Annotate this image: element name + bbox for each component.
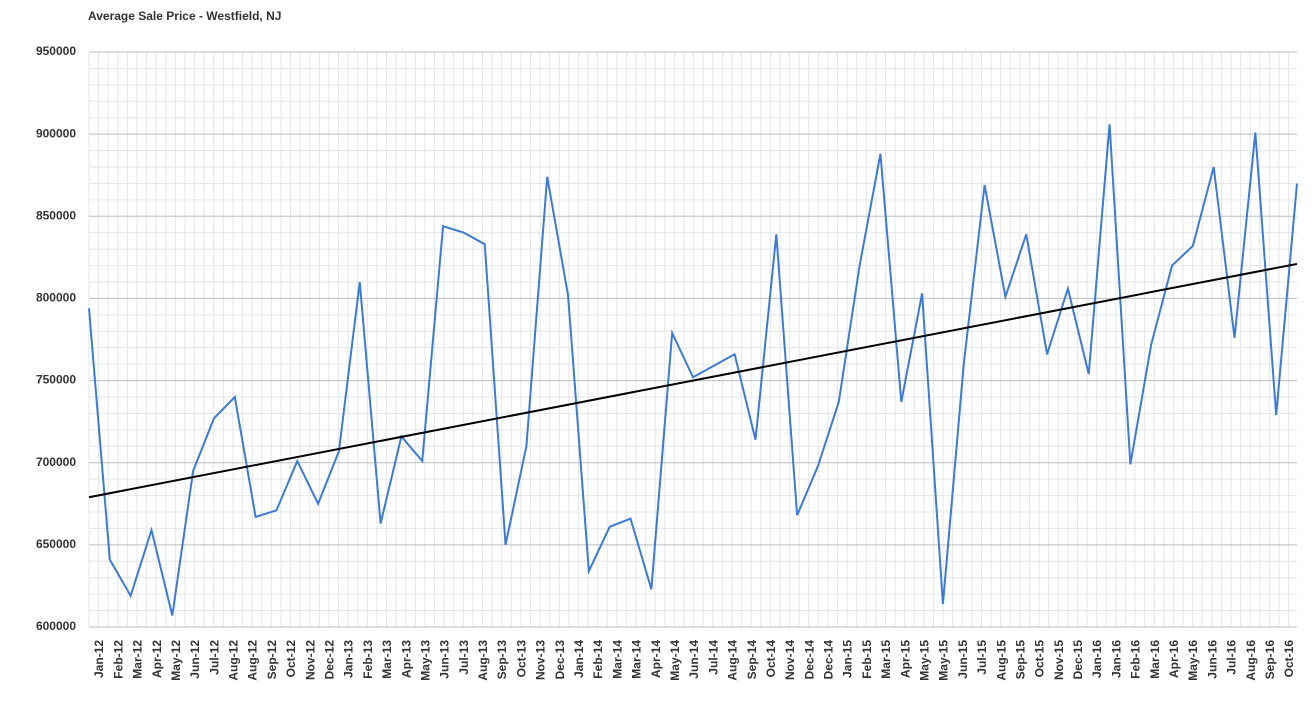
x-tick-label: Jun-15 <box>956 640 970 679</box>
x-tick-label: Jun-16 <box>1205 640 1219 679</box>
x-tick-label: Oct-15 <box>1033 640 1047 678</box>
x-tick-label: Apr-13 <box>399 640 413 678</box>
y-tick-label: 750000 <box>36 373 76 387</box>
x-tick-label: Dec-14 <box>802 640 816 680</box>
x-tick-label: Feb-13 <box>361 640 375 679</box>
x-tick-label: Mar-13 <box>380 640 394 679</box>
x-tick-label: Mar-15 <box>879 640 893 679</box>
y-tick-label: 650000 <box>36 537 76 551</box>
x-tick-label: Feb-12 <box>111 640 125 679</box>
x-tick-label: Dec-12 <box>322 640 336 680</box>
x-tick-label: Feb-15 <box>860 640 874 679</box>
x-tick-label: Jan-16 <box>1109 640 1123 678</box>
y-tick-label: 700000 <box>36 455 76 469</box>
x-tick-label: Jul-16 <box>1225 640 1239 675</box>
x-tick-label: Nov-14 <box>783 640 797 680</box>
x-tick-label: May-16 <box>1186 640 1200 681</box>
x-tick-label: Jul-12 <box>207 640 221 675</box>
x-tick-label: Sep-15 <box>1013 640 1027 680</box>
y-tick-label: 950000 <box>36 44 76 58</box>
x-tick-label: Jul-13 <box>457 640 471 675</box>
x-tick-label: Jul-14 <box>706 640 720 675</box>
x-tick-label: Jun-14 <box>687 640 701 679</box>
x-tick-label: May-15 <box>917 640 931 681</box>
x-tick-label: Jun-12 <box>188 640 202 679</box>
x-tick-label: May-14 <box>668 640 682 681</box>
x-tick-label: Aug-12 <box>246 640 260 681</box>
x-tick-label: Jul-15 <box>975 640 989 675</box>
x-tick-label: Jan-14 <box>572 640 586 678</box>
x-tick-label: May-13 <box>418 640 432 681</box>
x-tick-label: Apr-15 <box>898 640 912 678</box>
y-tick-label: 600000 <box>36 619 76 633</box>
trend-line <box>88 262 1298 499</box>
x-tick-label: Mar-14 <box>630 640 644 679</box>
x-tick-label: Aug-15 <box>994 640 1008 681</box>
y-tick-label: 900000 <box>36 126 76 140</box>
x-tick-label: Dec-13 <box>553 640 567 680</box>
x-tick-label: Dec-15 <box>1071 640 1085 680</box>
x-tick-label: Oct-13 <box>514 640 528 678</box>
x-tick-label: Mar-16 <box>1148 640 1162 679</box>
x-tick-label: Aug-16 <box>1244 640 1258 681</box>
x-tick-label: Mar-12 <box>131 640 145 679</box>
x-tick-label: Jan-12 <box>92 640 106 678</box>
x-tick-label: Sep-16 <box>1263 640 1277 680</box>
x-tick-label: Nov-15 <box>1052 640 1066 680</box>
x-tick-label: Nov-12 <box>303 640 317 680</box>
x-tick-label: Nov-13 <box>534 640 548 680</box>
x-tick-label: Apr-12 <box>150 640 164 678</box>
x-tick-label: Oct-16 <box>1282 640 1296 678</box>
x-tick-label: Oct-12 <box>284 640 298 678</box>
x-tick-label: May-15 <box>937 640 951 681</box>
x-tick-label: May-12 <box>169 640 183 681</box>
x-tick-label: Aug-13 <box>476 640 490 681</box>
x-tick-label: Aug-12 <box>227 640 241 681</box>
x-tick-label: Jun-13 <box>438 640 452 679</box>
x-tick-label: Mar-14 <box>610 640 624 679</box>
x-tick-label: Oct-14 <box>764 640 778 678</box>
y-tick-label: 800000 <box>36 291 76 305</box>
x-tick-label: Jan-16 <box>1090 640 1104 678</box>
x-tick-label: Apr-14 <box>649 640 663 678</box>
line-series <box>88 124 1298 616</box>
x-tick-label: Apr-16 <box>1167 640 1181 678</box>
x-tick-label: Sep-12 <box>265 640 279 680</box>
x-tick-label: Dec-14 <box>822 640 836 680</box>
x-tick-label: Jan-13 <box>342 640 356 678</box>
x-tick-label: Sep-13 <box>495 640 509 680</box>
x-tick-label: Aug-14 <box>726 640 740 681</box>
x-tick-label: Feb-14 <box>591 640 605 679</box>
x-tick-label: Feb-16 <box>1129 640 1143 679</box>
x-tick-label: Sep-14 <box>745 640 759 680</box>
y-tick-label: 850000 <box>36 208 76 222</box>
x-tick-label: Jan-15 <box>841 640 855 678</box>
chart-title: Average Sale Price - Westfield, NJ <box>88 9 281 23</box>
